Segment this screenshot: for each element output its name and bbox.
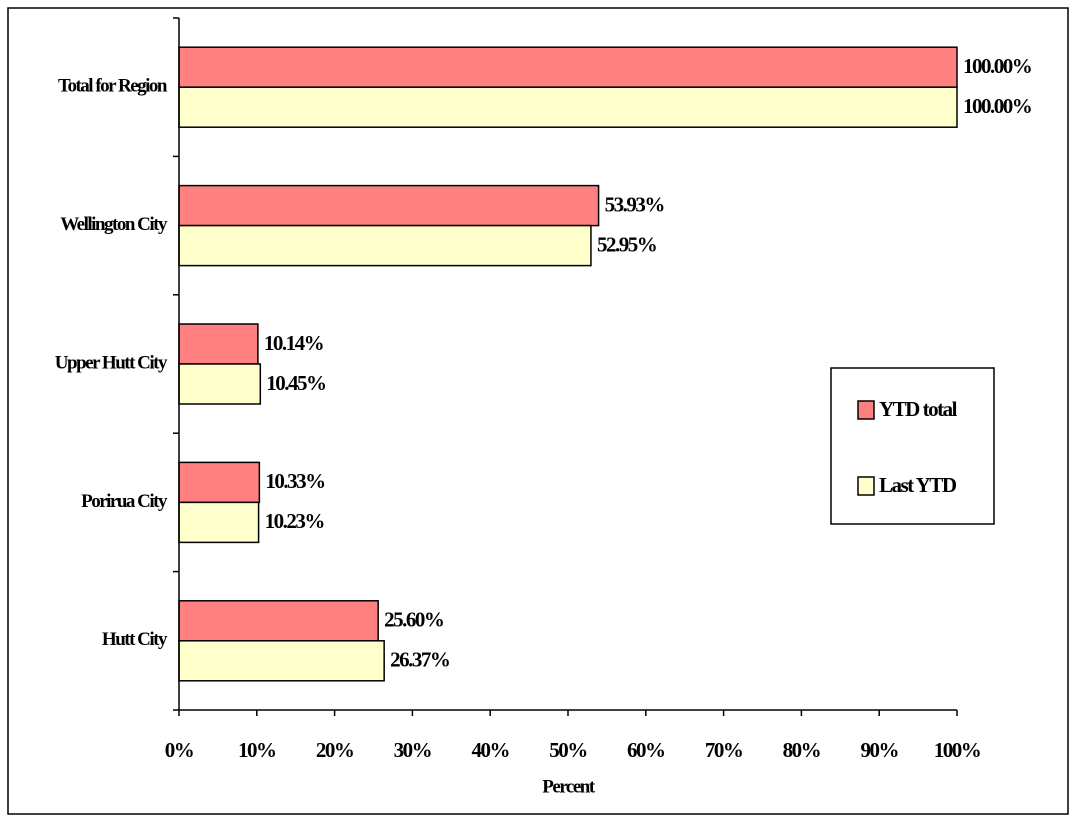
data-label: 100.00%: [963, 54, 1032, 78]
legend-label: YTD total: [879, 397, 958, 421]
x-tick-label: 10%: [238, 738, 276, 762]
data-label: 53.93%: [605, 192, 665, 216]
bar: [178, 46, 958, 88]
x-tick-label: 90%: [860, 738, 898, 762]
bar: [178, 600, 379, 642]
x-tick-label: 50%: [549, 738, 587, 762]
bar: [178, 224, 592, 267]
legend-box: [830, 367, 995, 525]
bar: [178, 461, 261, 504]
y-tick-label: Wellington City: [60, 214, 168, 235]
y-tick-label: Hutt City: [102, 629, 168, 650]
x-tick-label: 20%: [316, 738, 354, 762]
x-axis-label: Percent: [542, 776, 596, 797]
bar: [178, 501, 260, 544]
x-tick-label: 40%: [471, 738, 509, 762]
x-tick-label: 0%: [165, 738, 194, 762]
x-tick-label: 80%: [783, 738, 821, 762]
x-tick-label: 30%: [394, 738, 432, 762]
bar: [178, 86, 958, 128]
y-tick-label: Porirua City: [81, 491, 168, 512]
y-tick-label: Upper Hutt City: [55, 352, 168, 373]
x-tick-label: 70%: [705, 738, 743, 762]
data-label: 52.95%: [597, 232, 657, 256]
bar: [178, 184, 600, 227]
x-tick-label: 60%: [627, 738, 665, 762]
data-label: 100.00%: [963, 94, 1032, 118]
data-label: 10.23%: [265, 509, 325, 533]
legend-swatch: [857, 400, 875, 420]
legend-label: Last YTD: [879, 473, 957, 497]
data-label: 10.45%: [266, 371, 326, 395]
data-label: 10.14%: [264, 331, 324, 355]
x-tick-label: 100%: [934, 738, 981, 762]
legend-swatch: [857, 476, 875, 496]
y-tick-label: Total for Region: [58, 76, 168, 97]
bar: [178, 363, 262, 405]
bar: [178, 640, 385, 682]
data-label: 10.33%: [265, 469, 325, 493]
bar: [178, 323, 259, 365]
data-label: 25.60%: [384, 608, 444, 632]
data-label: 26.37%: [390, 648, 450, 672]
